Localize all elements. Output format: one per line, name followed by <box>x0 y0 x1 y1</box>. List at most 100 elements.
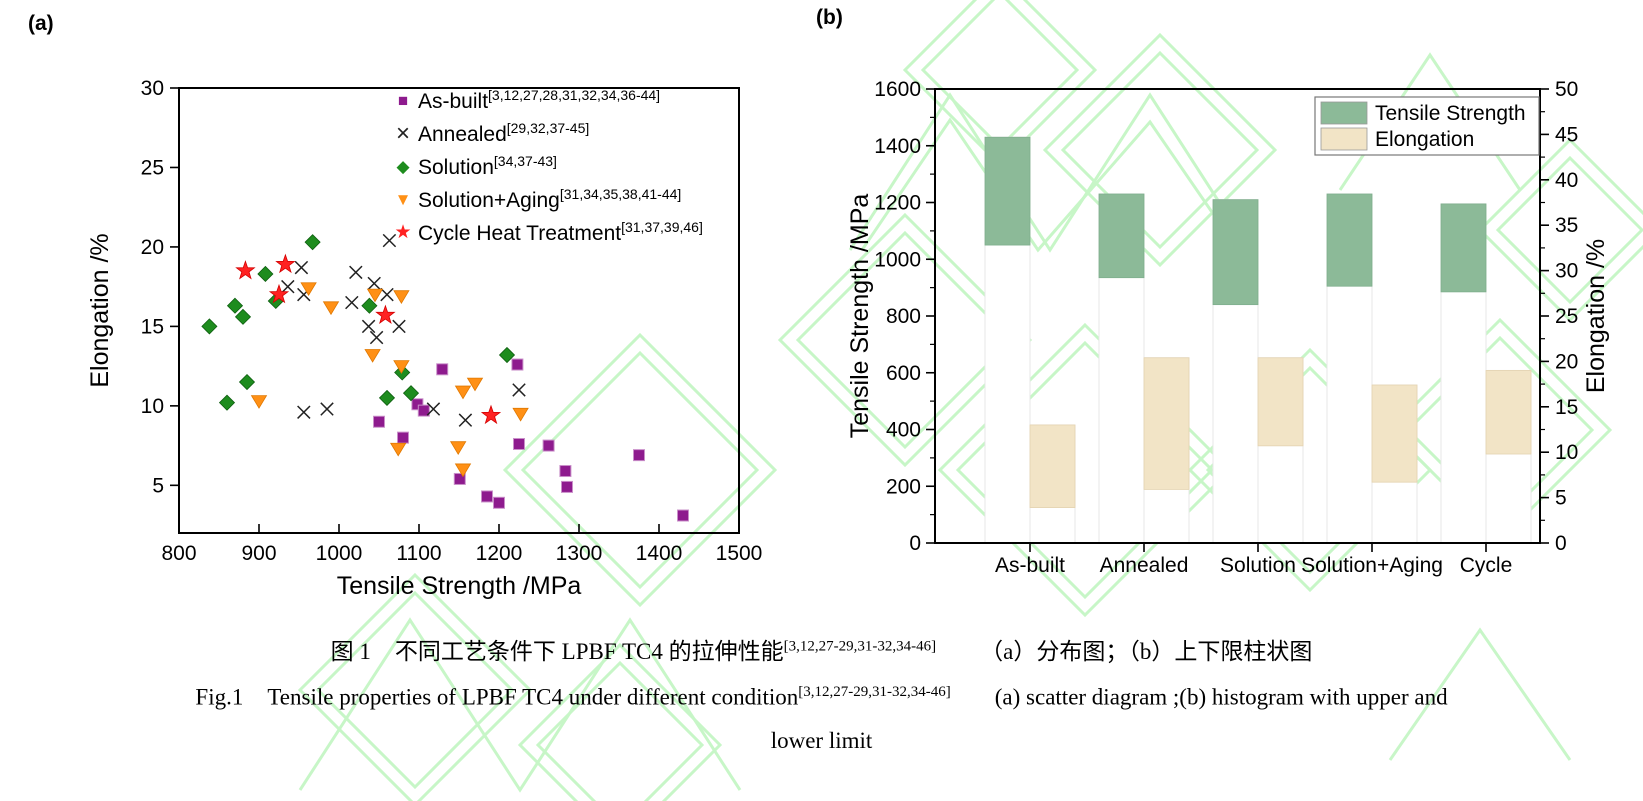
plot-border <box>178 87 740 534</box>
data-point-square <box>411 398 424 411</box>
right-tick-label: 30 <box>1555 260 1578 283</box>
tensile-range-bar <box>1212 199 1259 306</box>
legend-refs: [31,34,35,38,41-44] <box>559 186 682 202</box>
watermark-diamond-outline <box>1477 137 1643 323</box>
caption-line-1-chinese: 图 1 不同工艺条件下 LPBF TC4 的拉伸性能[3,12,27-29,31-… <box>0 632 1643 666</box>
legend-refs: [31,37,39,46] <box>621 219 703 235</box>
data-point-triangle <box>466 377 484 392</box>
watermark-diamond-outline <box>1042 32 1278 268</box>
tensile-range-bar <box>1098 193 1145 279</box>
data-point-triangle <box>300 282 317 297</box>
x-marker-icon: × <box>395 119 410 147</box>
category-label: As-built <box>995 554 1065 577</box>
y-tick-label: 5 <box>152 474 164 497</box>
data-point-diamond <box>234 308 252 325</box>
elongation-range-bar <box>1257 357 1304 447</box>
left-tick-label: 1600 <box>874 78 921 101</box>
category-label: Solution <box>1220 554 1296 577</box>
watermark-zigzag-outline <box>848 92 1252 253</box>
scatter-legend: ■ As-built[3,12,27,28,31,32,34,36-44] × … <box>388 84 703 249</box>
data-point-triangle <box>364 349 381 363</box>
left-tick-label: 200 <box>886 475 921 498</box>
right-tick-label: 0 <box>1555 532 1567 555</box>
scatter-chart: 800 900 1000 1100 1200 1300 1400 1500 5 10 15 20 25 3… <box>86 77 762 600</box>
data-point-diamond <box>238 373 256 391</box>
data-point-x <box>349 265 363 280</box>
data-point-x <box>297 405 311 419</box>
data-point-diamond <box>498 346 516 364</box>
left-tick-label: 600 <box>886 362 921 385</box>
x-tick-label: 1300 <box>556 542 603 565</box>
data-point-diamond <box>402 385 420 402</box>
data-point-diamond <box>304 234 321 251</box>
right-tick-label: 40 <box>1555 169 1578 192</box>
legend-label: Solution+Aging <box>418 189 560 212</box>
watermark-zigzag-outline <box>860 117 1240 253</box>
legend-refs: [34,37-43] <box>493 153 557 169</box>
caption-title-cn: 不同工艺条件下 LPBF TC4 的拉伸性能 <box>394 639 784 664</box>
right-tick-label: 25 <box>1555 305 1578 328</box>
left-axis-title: Tensile Strength /MPa <box>846 194 874 439</box>
data-point-square <box>436 363 449 376</box>
right-tick-label: 45 <box>1555 123 1578 146</box>
caption-subpanels-cn: （a）分布图；（b）上下限柱状图 <box>980 639 1313 664</box>
data-point-x <box>320 402 334 416</box>
data-point-x <box>294 260 309 275</box>
data-point-x <box>392 319 406 334</box>
watermark-diamond-outline <box>1495 155 1643 305</box>
legend-item-cycle-heat-treatment: ★ Cycle Heat Treatment[31,37,39,46] <box>388 216 703 249</box>
data-point-square <box>453 472 466 485</box>
legend-label-elongation: Elongation <box>1375 128 1474 151</box>
right-tick-label: 10 <box>1555 441 1578 464</box>
watermark-diamond-outline <box>1060 50 1260 250</box>
elongation-range-bar <box>1143 357 1190 490</box>
data-point-square <box>493 496 505 509</box>
data-point-square <box>633 449 645 462</box>
tensile-range-bar <box>1440 203 1487 293</box>
data-point-x <box>512 383 526 397</box>
caption-title-en: Tensile properties of LPBF TC4 under dif… <box>267 684 799 710</box>
diamond-marker-icon: ◆ <box>396 157 410 176</box>
y-tick-label: 15 <box>141 315 164 338</box>
elongation-range-bar <box>1029 424 1076 508</box>
data-point-triangle <box>393 290 410 304</box>
left-tick-label: 1200 <box>874 192 921 215</box>
data-point-diamond <box>218 394 236 411</box>
caption-figure-number-en: Fig.1 <box>195 684 244 710</box>
legend-refs: [29,32,37-45] <box>506 120 590 136</box>
category-label: Solution+Aging <box>1301 554 1443 577</box>
y-tick-label: 10 <box>141 395 164 418</box>
watermark-zigzag-outline <box>298 617 742 793</box>
legend-label: Solution <box>418 156 494 179</box>
left-tick-label: 1000 <box>874 248 921 271</box>
series-as-built <box>373 358 689 522</box>
data-point-star <box>275 253 296 274</box>
data-point-square <box>511 358 524 371</box>
data-point-square <box>561 480 573 493</box>
series-solution <box>201 234 516 411</box>
data-point-x <box>281 279 295 294</box>
legend-swatch-elongation <box>1320 127 1368 151</box>
caption-refs-cn: [3,12,27-29,31-32,34-46] <box>783 638 937 655</box>
data-point-triangle <box>366 288 384 303</box>
right-tick-label: 5 <box>1555 487 1567 510</box>
right-tick-label: 15 <box>1555 396 1578 419</box>
data-point-square <box>542 439 555 452</box>
x-axis-title: Tensile Strength /MPa <box>337 572 582 600</box>
tensile-range-bar <box>984 136 1031 246</box>
data-point-diamond <box>257 265 274 283</box>
data-point-diamond <box>226 297 244 314</box>
x-tick-label: 1200 <box>476 542 523 565</box>
right-tick-label: 20 <box>1555 350 1578 373</box>
data-point-star <box>235 260 256 280</box>
data-point-diamond <box>361 297 378 314</box>
watermark-diamond-outline <box>520 350 760 590</box>
right-tick-label: 50 <box>1555 78 1578 101</box>
data-point-x <box>426 402 441 416</box>
caption-line-3: lower limit <box>770 728 873 753</box>
legend-item-as-built: ■ As-built[3,12,27,28,31,32,34,36-44] <box>388 84 703 117</box>
data-point-square <box>417 404 430 417</box>
legend-label: As-built <box>418 90 489 113</box>
right-axis-title: Elongation /% <box>1582 239 1610 393</box>
